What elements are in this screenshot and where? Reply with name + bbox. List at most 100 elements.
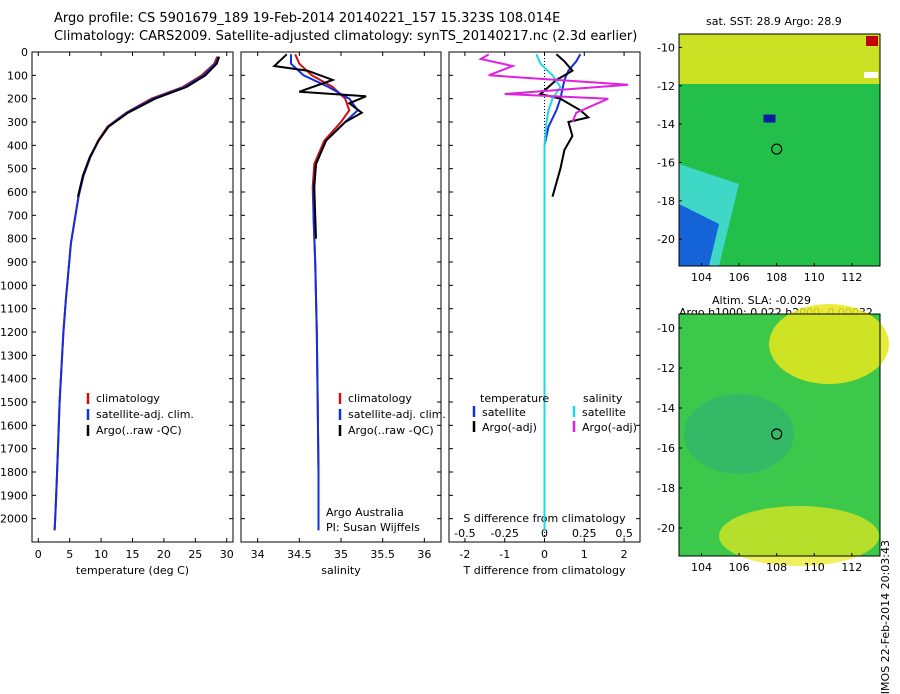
x-tick-label: 35.5: [370, 548, 395, 561]
legend-label: Argo(..raw -QC): [96, 424, 182, 437]
legend-label: salinity: [583, 392, 623, 405]
legend-label: Argo(-adj): [482, 421, 537, 434]
argo-location-marker: [771, 428, 783, 440]
map-lat-label: -14: [657, 118, 675, 131]
x-axis-label: T difference from climatology: [463, 564, 626, 577]
y-tick-label: 1200: [0, 326, 28, 339]
map-lon-label: 108: [766, 561, 787, 574]
x-axis-label: salinity: [321, 564, 361, 577]
x-tick-label: 36: [417, 548, 431, 561]
y-tick-label: 400: [7, 139, 28, 152]
s-tick-label: 0.25: [572, 527, 597, 540]
x-tick-label: -1: [499, 548, 510, 561]
x-tick-label: 0: [35, 548, 42, 561]
map-sst: [678, 33, 881, 267]
y-tick-label: 1500: [0, 396, 28, 409]
map-lon-label: 112: [841, 561, 862, 574]
map-lat-label: -10: [657, 322, 675, 335]
map-lat-label: -18: [657, 195, 675, 208]
series-line: [478, 53, 629, 123]
y-tick-label: 1900: [0, 489, 28, 502]
sst-warm-band: [679, 34, 880, 84]
series-line: [535, 53, 562, 531]
series-line: [290, 54, 360, 531]
y-tick-label: 700: [7, 209, 28, 222]
map-lat-label: -20: [657, 522, 675, 535]
sst-map-title: sat. SST: 28.9 Argo: 28.9: [706, 15, 842, 28]
profile-title: Argo profile: CS 5901679_189 19-Feb-2014…: [54, 11, 561, 26]
sla-map-title: Altim. SLA: -0.029: [712, 294, 812, 307]
x-tick-label: 1: [581, 548, 588, 561]
y-tick-label: 1600: [0, 419, 28, 432]
x-tick-label: 2: [621, 548, 628, 561]
map-lon-label: 106: [729, 271, 750, 284]
x-tick-label: 20: [157, 548, 171, 561]
y-tick-label: 500: [7, 163, 28, 176]
sst-hot-patch: [866, 36, 878, 46]
map-lat-label: -12: [657, 80, 675, 93]
sla-high-area: [719, 506, 879, 566]
series-line: [543, 53, 582, 531]
argo-location-marker: [771, 143, 783, 155]
series-line: [76, 56, 221, 197]
map-lat-label: -16: [657, 442, 675, 455]
argo-centre-label: Argo Australia: [326, 506, 404, 519]
map-lon-label: 104: [691, 561, 712, 574]
x-tick-label: 30: [220, 548, 234, 561]
y-tick-label: 800: [7, 233, 28, 246]
y-tick-label: 2000: [0, 513, 28, 526]
pi-label: PI: Susan Wijffels: [326, 521, 420, 534]
y-tick-label: 100: [7, 69, 28, 82]
y-tick-label: 200: [7, 93, 28, 106]
panel-frame-0: [31, 51, 234, 543]
y-tick-label: 600: [7, 186, 28, 199]
map-lon-label: 112: [841, 271, 862, 284]
legend-label: satellite-adj. clim.: [348, 408, 446, 421]
x-tick-label: 0: [541, 548, 548, 561]
x-tick-label: 5: [66, 548, 73, 561]
climatology-title: Climatology: CARS2009. Satellite-adjuste…: [54, 29, 638, 44]
s-tick-label: -0.25: [490, 527, 518, 540]
legend-label: Argo(..raw -QC): [348, 424, 434, 437]
map-lon-label: 106: [729, 561, 750, 574]
legend-label: climatology: [96, 392, 160, 405]
map-lon-label: 110: [804, 271, 825, 284]
legend-label: Argo(-adj): [582, 421, 637, 434]
map-lat-label: -18: [657, 482, 675, 495]
map-lon-label: 104: [691, 271, 712, 284]
x-tick-label: 35: [334, 548, 348, 561]
s-tick-label: -0.5: [454, 527, 475, 540]
s-tick-label: 0.5: [615, 527, 633, 540]
x-tick-label: -2: [459, 548, 470, 561]
series-line: [53, 56, 219, 531]
x-tick-label: 34.5: [287, 548, 312, 561]
series-line: [53, 56, 220, 531]
x-axis-label: temperature (deg C): [76, 564, 189, 577]
y-tick-label: 1000: [0, 279, 28, 292]
sst-cold-area: [679, 204, 719, 266]
sla-low-area: [684, 394, 794, 474]
map-lon-label: 108: [766, 271, 787, 284]
x-tick-label: 15: [126, 548, 140, 561]
series-line: [272, 53, 367, 239]
sst-missing-patch: [864, 72, 878, 78]
y-tick-label: 0: [21, 46, 28, 59]
s-tick-label: 0: [541, 527, 548, 540]
y-tick-label: 1700: [0, 443, 28, 456]
sla-high-area: [769, 304, 889, 384]
x-tick-label: 10: [94, 548, 108, 561]
map-lat-label: -12: [657, 362, 675, 375]
x-tick-label: 25: [188, 548, 202, 561]
y-tick-label: 1100: [0, 303, 28, 316]
map-lon-label: 110: [804, 561, 825, 574]
map-lat-label: -20: [657, 233, 675, 246]
legend-label: climatology: [348, 392, 412, 405]
map-lat-label: -16: [657, 156, 675, 169]
map-sla: [678, 304, 889, 566]
legend-label: satellite-adj. clim.: [96, 408, 194, 421]
map-frame: [678, 33, 881, 267]
sst-cold-patch: [763, 114, 776, 123]
map-lat-label: -10: [657, 41, 675, 54]
map-frame: [678, 313, 881, 557]
legend-label: temperature: [480, 392, 549, 405]
